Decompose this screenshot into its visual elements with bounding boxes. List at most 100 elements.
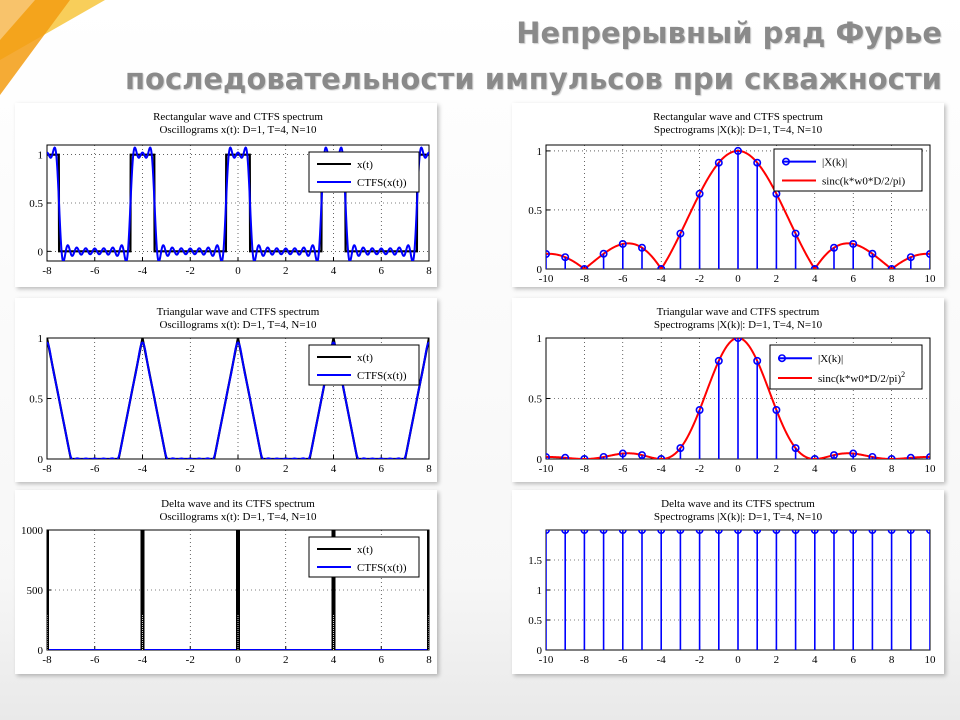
stem-marker	[657, 265, 666, 269]
x-tick-label: -6	[618, 463, 628, 475]
x-tick-label: 0	[235, 654, 241, 666]
corner-decoration	[0, 0, 105, 95]
stem-marker	[926, 250, 930, 259]
y-tick-label: 0	[537, 264, 543, 276]
x-tick-label: 0	[735, 463, 741, 475]
stem-marker	[580, 455, 589, 459]
x-tick-label: -8	[580, 273, 590, 285]
y-tick-label: 0	[38, 454, 44, 466]
x-tick-label: -8	[42, 265, 52, 277]
chart-title: Delta wave and its CTFS spectrum	[161, 498, 315, 510]
x-tick-label: 0	[735, 654, 741, 666]
chart-title: Triangular wave and CTFS spectrum	[657, 306, 820, 318]
legend-label-text: |X(k)|	[818, 353, 843, 365]
chart-subtitle: Spectrograms |X(k)|: D=1, T=4, N=10	[654, 124, 823, 136]
stem-marker	[906, 253, 915, 262]
stem-marker	[868, 452, 877, 459]
stem-marker	[546, 250, 550, 259]
x-tick-label: 4	[812, 273, 818, 285]
impulse-mark	[236, 530, 240, 650]
y-tick-label: 0.5	[29, 198, 43, 210]
slide-title-line1: Непрерывный ряд Фурье	[516, 16, 942, 50]
stem-marker	[714, 158, 723, 167]
legend-label-text: x(t)	[357, 352, 373, 364]
legend-label: CTFS(x(t))	[357, 562, 407, 574]
signal-line-ctfs	[47, 341, 429, 459]
x-tick-label: 6	[379, 265, 385, 277]
rect-spectrogram-chart: Rectangular wave and CTFS spectrumSpectr…	[528, 111, 936, 285]
stem-marker	[772, 405, 781, 414]
y-tick-label: 1	[537, 333, 543, 345]
chart-subtitle: Oscillograms x(t): D=1, T=4, N=10	[159, 319, 317, 331]
legend-label: CTFS(x(t))	[357, 370, 407, 382]
stem-marker	[695, 189, 704, 198]
stem-marker	[638, 530, 646, 534]
legend-label: |X(k)|	[822, 157, 847, 169]
stem-marker	[849, 530, 858, 534]
stem-marker	[561, 453, 570, 459]
legend: x(t) CTFS(x(t))	[308, 344, 420, 386]
stem-marker	[618, 239, 627, 248]
envelope-line	[546, 338, 930, 459]
x-tick-label: 0	[735, 273, 741, 285]
stem-marker	[791, 229, 800, 238]
legend-box	[308, 151, 420, 193]
x-tick-label: -2	[186, 265, 195, 277]
legend-label-text: CTFS(x(t))	[357, 562, 407, 574]
stem-marker	[657, 530, 666, 534]
x-tick-label: -10	[539, 273, 554, 285]
stem-marker	[810, 530, 819, 534]
stem-marker	[830, 530, 838, 534]
x-tick-label: 4	[331, 654, 337, 666]
x-tick-label: -6	[618, 654, 628, 666]
panel-delta-spec: Delta wave and its CTFS spectrum Spectrog…	[512, 490, 944, 674]
x-tick-label: -6	[90, 654, 100, 666]
x-tick-label: -4	[138, 265, 148, 277]
y-tick-label: 1	[38, 150, 44, 162]
stem-marker	[906, 453, 915, 459]
x-tick-label: 0	[235, 463, 241, 475]
legend-label-text: x(t)	[357, 544, 373, 556]
chart-subtitle: Oscillograms x(t): D=1, T=4, N=10	[159, 511, 317, 523]
x-tick-label: -8	[580, 654, 590, 666]
stem-marker	[887, 455, 896, 459]
legend-label: x(t)	[357, 352, 373, 364]
x-tick-label: 2	[283, 654, 289, 666]
y-tick-label: 1	[537, 146, 543, 158]
x-tick-label: 4	[812, 654, 818, 666]
legend-label-text: x(t)	[357, 159, 373, 171]
stem-marker	[599, 530, 608, 534]
legend-label: sinc(k*w0*D/2/pi)	[822, 176, 905, 188]
plot-content	[47, 530, 429, 650]
stem-marker	[676, 530, 685, 534]
x-tick-label: -4	[138, 463, 148, 475]
x-tick-label: -4	[657, 654, 667, 666]
x-tick-label: 2	[774, 654, 780, 666]
stem-marker	[849, 449, 858, 458]
panel-rect-osc: Rectangular wave and CTFS spectrum Oscill…	[15, 103, 437, 287]
legend-label-text: sinc(k*w0*D/2/pi)	[822, 176, 905, 188]
impulse-mark	[140, 530, 145, 650]
stem-marker	[734, 338, 742, 342]
x-tick-label: 8	[426, 654, 432, 666]
signal-line-ctfs	[47, 146, 429, 261]
plot-content	[47, 338, 429, 459]
chart-subtitle: Spectrograms |X(k)|: D=1, T=4, N=10	[654, 319, 823, 331]
panel-tri-osc: Triangular wave and CTFS spectrum Oscillo…	[15, 298, 437, 482]
stem-marker	[868, 249, 877, 258]
x-tick-label: -4	[657, 463, 667, 475]
x-tick-label: 8	[889, 273, 895, 285]
x-tick-label: 4	[331, 463, 337, 475]
y-tick-label: 1000	[21, 525, 44, 537]
stem-marker	[734, 146, 743, 155]
x-tick-label: -8	[42, 654, 52, 666]
x-tick-label: -2	[695, 654, 704, 666]
x-tick-label: 6	[850, 463, 856, 475]
stem-marker	[714, 356, 723, 365]
y-tick-label: 0.5	[528, 615, 542, 627]
rect-oscillogram-chart: Rectangular wave and CTFS spectrumOscill…	[29, 111, 432, 277]
x-tick-label: -10	[539, 463, 554, 475]
x-tick-label: 2	[774, 273, 780, 285]
legend-label: sinc(k*w0*D/2/pi)2	[818, 370, 905, 385]
stem-marker	[772, 530, 781, 534]
